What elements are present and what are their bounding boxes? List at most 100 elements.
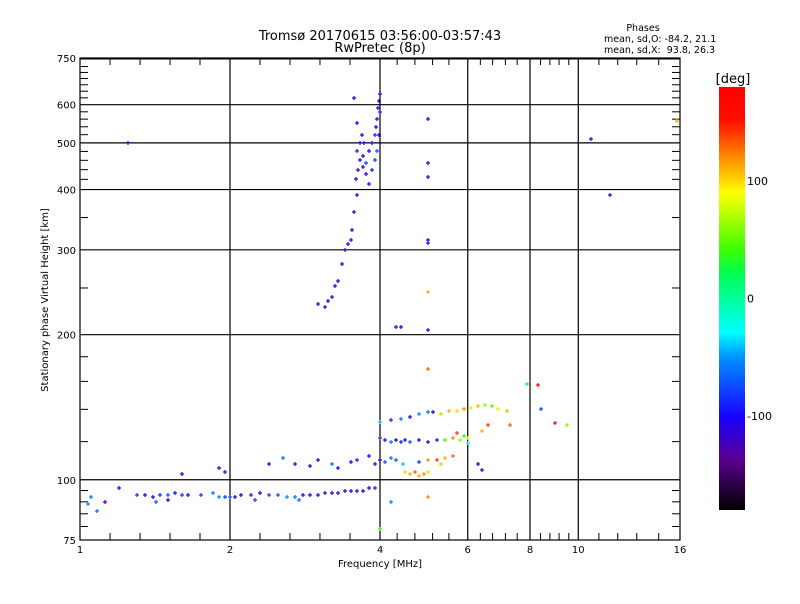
data-point [476, 404, 480, 408]
data-point [383, 460, 387, 464]
data-point [370, 168, 374, 172]
data-point [349, 489, 353, 493]
data-point [173, 491, 177, 495]
data-point [373, 158, 377, 162]
data-point [360, 133, 364, 137]
y-tick-label: 300 [57, 246, 76, 257]
data-point [350, 228, 354, 232]
data-point [480, 429, 484, 433]
data-point [346, 242, 350, 246]
data-point [451, 454, 455, 458]
data-point [293, 462, 297, 466]
data-point [426, 410, 430, 414]
data-point [293, 495, 297, 499]
data-point [364, 172, 368, 176]
data-point [426, 367, 430, 371]
data-point [389, 456, 393, 460]
data-point [589, 137, 593, 141]
data-point [323, 305, 327, 309]
data-point [417, 460, 421, 464]
stats-heading: Phases [626, 23, 659, 34]
data-point [408, 440, 412, 444]
data-point [399, 325, 403, 329]
data-point [103, 500, 107, 504]
data-point [435, 458, 439, 462]
data-point [223, 495, 227, 499]
y-tick-label: 100 [57, 476, 76, 487]
data-point [180, 472, 184, 476]
data-point [389, 440, 393, 444]
data-point [336, 279, 340, 283]
data-point [426, 241, 430, 245]
data-point [483, 403, 487, 407]
data-point [297, 498, 301, 502]
data-point [439, 462, 443, 466]
data-point [426, 440, 430, 444]
data-point [228, 495, 232, 499]
data-point [399, 417, 403, 421]
chart-title: Tromsø 20170615 03:56:00-03:57:43 [258, 29, 501, 44]
data-point [267, 462, 271, 466]
data-point [308, 464, 312, 468]
data-point [401, 462, 405, 466]
data-point [455, 431, 459, 435]
y-tick-label: 75 [63, 536, 76, 547]
data-point [370, 141, 374, 145]
data-point [276, 493, 280, 497]
data-point [486, 423, 490, 427]
data-point [364, 161, 368, 165]
data-point [217, 466, 221, 470]
data-point [186, 493, 190, 497]
grid-lines [80, 58, 680, 540]
colorbar-label: [deg] [716, 72, 751, 87]
data-point [403, 470, 407, 474]
y-axis-label: Stationary phase Virtual Height [km] [40, 208, 51, 392]
data-point [466, 441, 470, 445]
data-point [301, 493, 305, 497]
data-point [233, 495, 237, 499]
data-point [166, 498, 170, 502]
data-point [330, 295, 334, 299]
data-point [462, 407, 466, 411]
data-point [330, 462, 334, 466]
data-point [608, 193, 612, 197]
data-point [378, 527, 382, 531]
data-point [443, 438, 447, 442]
data-point [373, 133, 377, 137]
data-point [336, 466, 340, 470]
data-point [326, 299, 330, 303]
data-point [361, 165, 365, 169]
data-point [417, 438, 421, 442]
data-point [376, 106, 380, 110]
data-point [180, 493, 184, 497]
data-point [316, 493, 320, 497]
colorbar [719, 87, 745, 510]
data-point [355, 149, 359, 153]
data-point [158, 493, 162, 497]
data-point [340, 262, 344, 266]
data-point [496, 407, 500, 411]
data-point [352, 96, 356, 100]
x-tick-labels: 1 2 4 6 8 10 16 [77, 545, 687, 556]
data-point [253, 498, 257, 502]
data-point [431, 410, 435, 414]
data-point [89, 495, 93, 499]
data-point [343, 489, 347, 493]
data-point [426, 290, 430, 294]
data-point [336, 491, 340, 495]
data-point [239, 493, 243, 497]
data-point [323, 491, 327, 495]
data-point [349, 238, 353, 242]
data-point [426, 175, 430, 179]
data-point [374, 125, 378, 129]
data-point [490, 404, 494, 408]
data-point [469, 406, 473, 410]
y-tick-label: 200 [57, 331, 76, 342]
data-point [426, 117, 430, 121]
data-point [443, 456, 447, 460]
data-point [316, 302, 320, 306]
data-point [361, 489, 365, 493]
data-point [455, 409, 459, 413]
x-tick-label: 4 [377, 545, 383, 556]
data-point [343, 248, 347, 252]
